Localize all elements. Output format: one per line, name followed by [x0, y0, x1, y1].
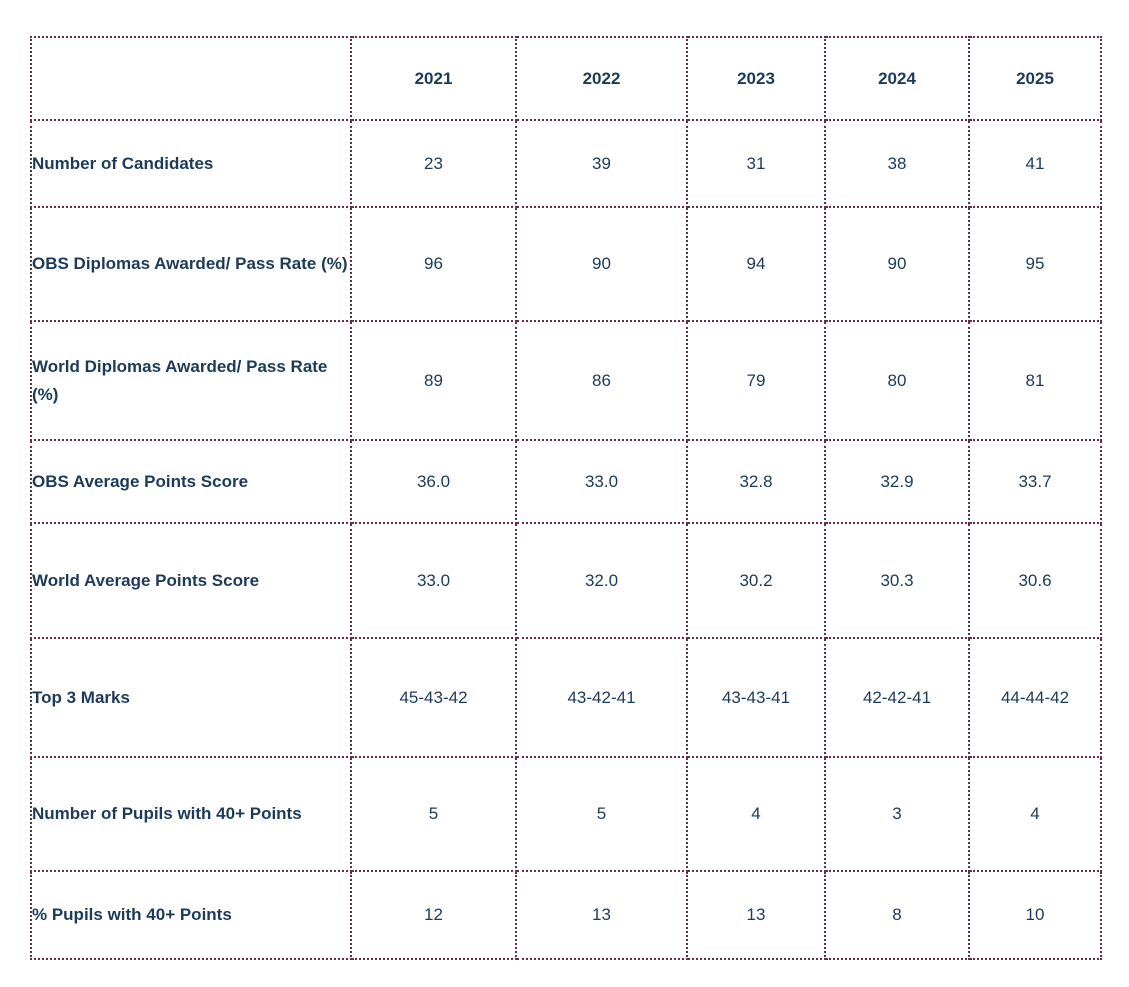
data-cell: 42-42-41: [824, 637, 970, 758]
data-cell: 43-42-41: [515, 637, 688, 758]
data-cell: 4: [686, 756, 826, 872]
year-header-2021: 2021: [350, 36, 517, 121]
data-cell: 96: [350, 206, 517, 322]
data-cell: 30.6: [968, 522, 1102, 639]
row-label: Number of Candidates: [30, 119, 352, 208]
data-cell: 5: [515, 756, 688, 872]
header-row: 2021 2022 2023 2024 2025: [30, 36, 1102, 121]
year-header-2025: 2025: [968, 36, 1102, 121]
table-row-world-diplomas-pass-rate: World Diplomas Awarded/ Pass Rate (%) 89…: [30, 320, 1102, 441]
data-cell: 44-44-42: [968, 637, 1102, 758]
year-header-2022: 2022: [515, 36, 688, 121]
year-header-2023: 2023: [686, 36, 826, 121]
data-cell: 32.0: [515, 522, 688, 639]
data-cell: 5: [350, 756, 517, 872]
data-cell: 81: [968, 320, 1102, 441]
data-cell: 86: [515, 320, 688, 441]
data-cell: 4: [968, 756, 1102, 872]
data-cell: 89: [350, 320, 517, 441]
data-cell: 33.0: [515, 439, 688, 524]
data-cell: 94: [686, 206, 826, 322]
table-row-pupils-40-plus: Number of Pupils with 40+ Points 5 5 4 3…: [30, 756, 1102, 872]
row-label: World Average Points Score: [30, 522, 352, 639]
data-cell: 90: [515, 206, 688, 322]
data-cell: 79: [686, 320, 826, 441]
data-cell: 36.0: [350, 439, 517, 524]
row-label: Top 3 Marks: [30, 637, 352, 758]
data-cell: 90: [824, 206, 970, 322]
data-cell: 32.8: [686, 439, 826, 524]
data-cell: 30.2: [686, 522, 826, 639]
data-cell: 23: [350, 119, 517, 208]
table-row-obs-diplomas-pass-rate: OBS Diplomas Awarded/ Pass Rate (%) 96 9…: [30, 206, 1102, 322]
data-cell: 41: [968, 119, 1102, 208]
year-header-2024: 2024: [824, 36, 970, 121]
row-label: OBS Diplomas Awarded/ Pass Rate (%): [30, 206, 352, 322]
data-cell: 95: [968, 206, 1102, 322]
data-cell: 12: [350, 870, 517, 960]
row-label: OBS Average Points Score: [30, 439, 352, 524]
data-cell: 32.9: [824, 439, 970, 524]
table-row-number-of-candidates: Number of Candidates 23 39 31 38 41: [30, 119, 1102, 208]
data-cell: 45-43-42: [350, 637, 517, 758]
data-cell: 43-43-41: [686, 637, 826, 758]
table-row-world-average-points: World Average Points Score 33.0 32.0 30.…: [30, 522, 1102, 639]
data-cell: 10: [968, 870, 1102, 960]
data-cell: 8: [824, 870, 970, 960]
data-cell: 30.3: [824, 522, 970, 639]
corner-cell: [30, 36, 352, 121]
row-label: Number of Pupils with 40+ Points: [30, 756, 352, 872]
table-row-obs-average-points: OBS Average Points Score 36.0 33.0 32.8 …: [30, 439, 1102, 524]
data-cell: 33.7: [968, 439, 1102, 524]
row-label: World Diplomas Awarded/ Pass Rate (%): [30, 320, 352, 441]
data-cell: 13: [515, 870, 688, 960]
row-label: % Pupils with 40+ Points: [30, 870, 352, 960]
data-cell: 31: [686, 119, 826, 208]
data-cell: 38: [824, 119, 970, 208]
data-cell: 3: [824, 756, 970, 872]
data-cell: 80: [824, 320, 970, 441]
table-row-top-3-marks: Top 3 Marks 45-43-42 43-42-41 43-43-41 4…: [30, 637, 1102, 758]
data-cell: 33.0: [350, 522, 517, 639]
table-row-percent-pupils-40-plus: % Pupils with 40+ Points 12 13 13 8 10: [30, 870, 1102, 960]
results-table: 2021 2022 2023 2024 2025 Number of Candi…: [30, 36, 1102, 960]
data-cell: 13: [686, 870, 826, 960]
data-cell: 39: [515, 119, 688, 208]
